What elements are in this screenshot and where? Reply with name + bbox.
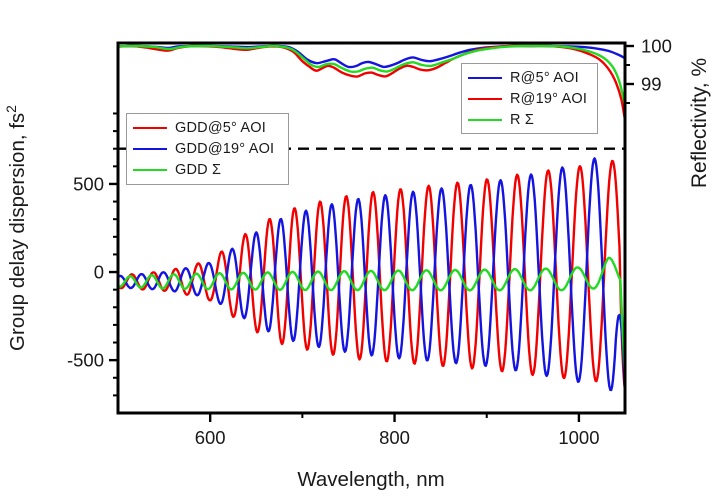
y-right-axis-title: Reflectivity, % xyxy=(688,58,711,188)
y-left-axis-title: Group delay dispersion, fs2 xyxy=(3,105,29,351)
r-sum-line-swatch xyxy=(468,118,502,121)
legend-gdd-item-5aoi: GDD@5° AOI xyxy=(133,117,282,138)
legend-r-item-label: R@5° AOI xyxy=(510,69,579,86)
r-5aoi-line-swatch xyxy=(468,76,502,79)
y-left-tick-label: 500 xyxy=(73,173,104,194)
x-tick-label: 1000 xyxy=(558,427,599,448)
y-left-axis-title-main: Group delay dispersion, fs xyxy=(6,113,29,351)
legend-gdd-item-label: GDD Σ xyxy=(175,162,222,179)
y-right-tick-label: 99 xyxy=(641,74,662,95)
axis-ticks xyxy=(109,44,634,422)
y-left-tick-label: 0 xyxy=(94,262,104,283)
x-axis-title: Wavelength, nm xyxy=(297,468,444,491)
legend-r-item-5aoi: R@5° AOI xyxy=(468,67,591,88)
curve-layer xyxy=(118,44,625,396)
legend-gdd-item-label: GDD@5° AOI xyxy=(175,119,267,136)
y-right-tick-label: 100 xyxy=(641,36,672,57)
y-left-tick-label: -500 xyxy=(67,350,104,371)
legend-gdd: GDD@5° AOI GDD@19° AOI GDD Σ xyxy=(126,113,289,185)
gdd-19aoi-line-swatch xyxy=(133,147,167,150)
axis-tick-labels: 600 800 1000 500 0 -500 100 99 xyxy=(67,36,672,449)
legend-reflectivity: R@5° AOI R@19° AOI R Σ xyxy=(461,63,598,134)
gdd-5aoi-line-swatch xyxy=(133,126,167,129)
gdd-sum-line-swatch xyxy=(133,169,167,172)
plot-border xyxy=(116,41,627,415)
legend-gdd-item-sum: GDD Σ xyxy=(133,160,282,181)
gdd-curve-0 xyxy=(118,159,625,391)
x-tick-label: 800 xyxy=(379,427,410,448)
legend-r-item-label: R Σ xyxy=(510,111,535,128)
y-left-axis-title-superscript: 2 xyxy=(3,105,19,113)
legend-gdd-item-label: GDD@19° AOI xyxy=(175,140,275,157)
x-tick-label: 600 xyxy=(195,427,226,448)
reflectivity-curve-2 xyxy=(118,44,625,106)
legend-gdd-item-19aoi: GDD@19° AOI xyxy=(133,138,282,159)
legend-r-item-sum: R Σ xyxy=(468,109,591,130)
legend-r-item-19aoi: R@19° AOI xyxy=(468,88,591,109)
r-19aoi-line-swatch xyxy=(468,97,502,100)
legend-r-item-label: R@19° AOI xyxy=(510,90,588,107)
gdd-curve-2 xyxy=(118,256,625,378)
